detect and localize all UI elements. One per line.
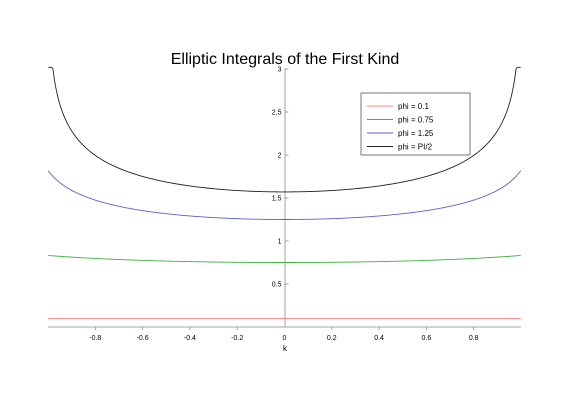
series-line-3 — [47, 170, 522, 220]
y-tick-label: 1 — [278, 239, 282, 246]
x-axis-label: k — [283, 344, 288, 353]
y-tick-label: 2 — [278, 153, 282, 160]
series-line-4 — [48, 66, 521, 193]
legend-label: phi = 0.75 — [398, 116, 434, 125]
chart-title: Elliptic Integrals of the First Kind — [171, 51, 400, 68]
legend: phi = 0.1 phi = 0.75 phi = 1.25 phi = PI/2 — [360, 92, 471, 156]
y-tick-group: 0.5 1 1.5 2 2.5 3 — [272, 67, 289, 289]
x-tick-label: -0.6 — [137, 335, 149, 342]
x-tick-group: -0.8 -0.6 -0.4 -0.2 0 0.2 0.4 0.6 0.8 — [89, 327, 479, 342]
legend-label: phi = 1.25 — [398, 129, 434, 138]
x-tick-label: -0.2 — [231, 335, 243, 342]
x-tick-label: 0.4 — [374, 335, 384, 342]
series-line-2 — [48, 255, 521, 263]
x-tick-label: 0.2 — [327, 335, 337, 342]
x-tick-label: -0.4 — [184, 335, 196, 342]
x-tick-label: -0.8 — [89, 335, 101, 342]
y-tick-label: 3 — [278, 67, 282, 74]
x-tick-label: 0.8 — [469, 335, 479, 342]
plot-area: -0.8 -0.6 -0.4 -0.2 0 0.2 0.4 0.6 0.8 0.5 1 1.5 2 2.… — [47, 66, 522, 342]
y-tick-label: 2.5 — [272, 110, 282, 117]
x-tick-label: 0.6 — [422, 335, 432, 342]
legend-label: phi = 0.1 — [398, 102, 429, 111]
legend-box — [360, 92, 471, 156]
y-tick-label: 0.5 — [272, 282, 282, 289]
series-group — [47, 66, 522, 319]
x-tick-label: 0 — [283, 335, 287, 342]
legend-label: phi = PI/2 — [398, 143, 433, 152]
y-tick-label: 1.5 — [272, 196, 282, 203]
